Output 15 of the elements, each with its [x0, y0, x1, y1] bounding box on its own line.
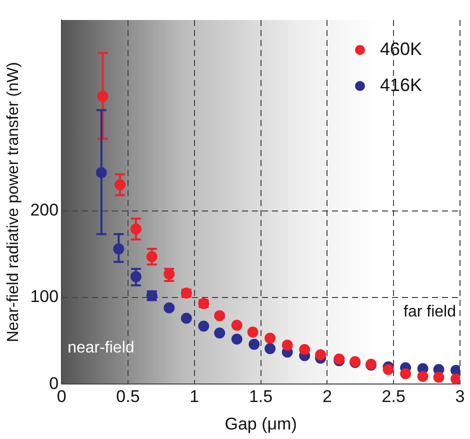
legend-label: 460K: [380, 38, 422, 59]
y-tick-label: 200: [30, 200, 59, 220]
y-tick-label: 100: [30, 287, 59, 306]
x-tick-label: 1.5: [248, 387, 273, 406]
x-tick-label: 3: [455, 387, 465, 406]
x-tick-label: 1: [190, 387, 200, 406]
x-tick-label: 2.5: [382, 387, 406, 406]
y-axis-title: Near-field radiative power transfer (nW): [5, 62, 22, 342]
annotation: far field: [404, 304, 456, 321]
annotation: near-field: [68, 340, 134, 357]
x-tick-label: 0.5: [116, 387, 140, 406]
x-tick-label: 2: [322, 387, 332, 406]
x-axis-title: Gap (μm): [224, 414, 297, 434]
y-tick-label: 0: [49, 374, 59, 393]
legend-label: 416K: [380, 74, 422, 95]
